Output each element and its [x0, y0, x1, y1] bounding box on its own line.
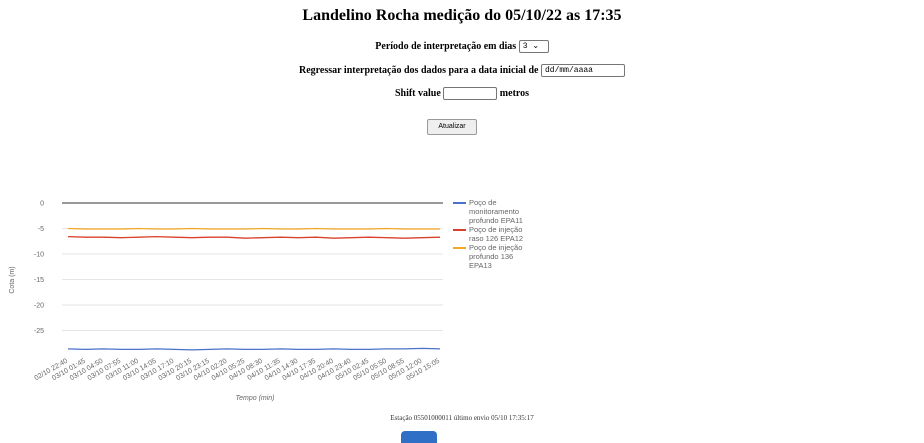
y-axis-label: Cota (m) [9, 266, 16, 293]
legend-item[interactable]: Poço de injeção raso 126 EPA12 [453, 225, 531, 243]
y-tick-label: -25 [34, 328, 44, 335]
shift-input[interactable] [443, 87, 498, 100]
period-select[interactable]: 3 ⌄ [518, 40, 549, 53]
legend-item[interactable]: Poço de injeção profundo 136 EPA13 [453, 243, 531, 270]
shift-row: Shift value metros [0, 87, 924, 100]
y-tick-label: -20 [34, 303, 44, 310]
legend-swatch [453, 202, 466, 204]
x-axis-label: Tempo (min) [235, 395, 274, 402]
legend: Poço de monitoramento profundo EPA11 Poço… [453, 198, 531, 270]
shift-unit: metros [499, 87, 530, 99]
title: Landelino Rocha medição do 05/10/22 as 1… [302, 7, 622, 24]
period-row: Período de interpretação em dias 3 ⌄ [0, 40, 924, 53]
legend-swatch [453, 247, 466, 249]
y-tick-label: 0 [40, 201, 44, 208]
update-button[interactable]: Atualizar [427, 119, 477, 135]
icon [401, 431, 437, 443]
date-placeholder: dd/mm/aaaa [544, 66, 593, 75]
date-label: Regressar interpretação dos dados para a… [299, 64, 539, 76]
date-input[interactable]: dd/mm/aaaa [540, 64, 625, 77]
period-value: 3 [522, 42, 528, 51]
date-row: Regressar interpretação dos dados para a… [0, 64, 924, 77]
legend-label: Poço de injeção raso 126 EPA12 [469, 225, 524, 243]
status: Estação 05501000011 último envio 05/10 1… [390, 414, 534, 422]
y-tick-label: -15 [34, 277, 44, 284]
legend-label: Poço de monitoramento profundo EPA11 [469, 198, 523, 225]
legend-item[interactable]: Poço de monitoramento profundo EPA11 [453, 198, 531, 225]
legend-label: Poço de injeção profundo 136 EPA13 [469, 243, 523, 270]
shift-label: Shift value [394, 87, 441, 99]
series-line [67, 347, 441, 351]
period-label: Período de interpretação em dias [375, 40, 517, 52]
series-line [67, 236, 441, 239]
series-line [67, 227, 440, 230]
legend-swatch [453, 229, 466, 231]
y-tick-label: -5 [38, 226, 44, 233]
y-tick-label: -10 [34, 252, 44, 259]
